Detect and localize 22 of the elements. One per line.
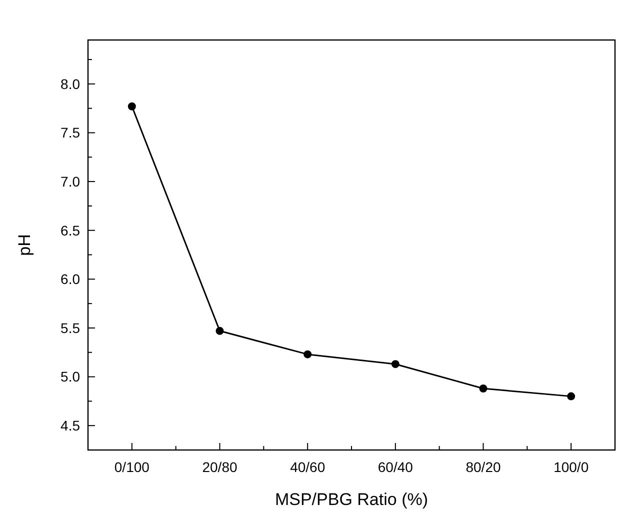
- point: [304, 350, 312, 358]
- y-tick-label: 7.5: [60, 124, 80, 141]
- point: [216, 326, 224, 335]
- point: [479, 384, 488, 392]
- y-tick-label: 5.0: [60, 368, 80, 385]
- y-tick-label: 8.0: [60, 76, 80, 92]
- x-tick-label: 20/80: [202, 459, 238, 475]
- y-tick-label: 6.5: [60, 222, 80, 238]
- x-axis-title: MSP/PBG Ratio (%): [274, 490, 428, 509]
- x-tick-label: 100/0: [554, 459, 589, 475]
- y-tick-label: 5.5: [60, 320, 80, 336]
- x-tick-label: 60/40: [378, 459, 414, 475]
- y-tick-label: 7.0: [60, 173, 80, 190]
- point: [128, 102, 136, 110]
- y-tick-label: 4.5: [60, 417, 80, 434]
- point: [567, 392, 576, 400]
- x-tick-label: 0/100: [114, 459, 150, 475]
- y-tick-label: 6.0: [60, 271, 80, 288]
- y-axis-title: pH: [15, 234, 34, 256]
- x-tick-label: 40/60: [290, 459, 326, 475]
- x-tick-label: 80/20: [466, 459, 501, 475]
- point: [391, 360, 400, 368]
